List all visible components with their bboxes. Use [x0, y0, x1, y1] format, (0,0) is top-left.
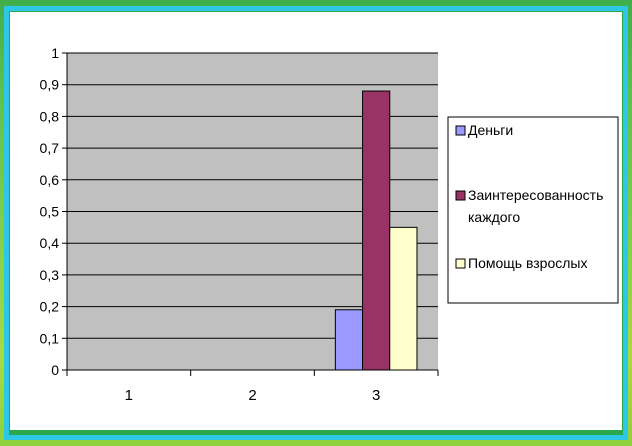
- legend-swatch: [455, 258, 466, 269]
- y-tick-label: 0,4: [40, 235, 60, 251]
- legend: [447, 116, 619, 304]
- y-tick-label: 0,5: [40, 204, 60, 220]
- y-tick-label: 0: [51, 362, 59, 378]
- legend-label: Заинтересованность: [468, 187, 603, 203]
- bar: [362, 90, 391, 371]
- bar: [334, 309, 364, 371]
- y-tick-label: 0,3: [40, 267, 60, 283]
- legend-swatch: [455, 190, 466, 201]
- x-tick-label: 1: [125, 387, 133, 404]
- y-tick-label: 0,9: [40, 77, 60, 93]
- x-tick-label: 2: [248, 387, 256, 404]
- y-tick-label: 0,2: [40, 299, 60, 315]
- legend-label: Деньги: [468, 122, 513, 138]
- x-tick-label: 3: [372, 387, 380, 404]
- legend-label: каждого: [468, 209, 520, 225]
- bar: [389, 226, 418, 371]
- legend-swatch: [455, 125, 466, 136]
- y-tick-label: 1: [51, 45, 59, 61]
- y-tick-label: 0,1: [40, 330, 60, 346]
- bar-chart: 0 0,1 0,2 0,3 0,4 0,5 0,6 0,7 0,8 0,9 1 1 2 3 Деньги За…: [40, 45, 619, 404]
- y-tick-label: 0,6: [40, 172, 60, 188]
- chart-area: 0 0,1 0,2 0,3 0,4 0,5 0,6 0,7 0,8 0,9 1 1 2 3 Деньги За…: [10, 12, 622, 430]
- y-tick-label: 0,8: [40, 108, 60, 124]
- legend-label: Помощь взрослых: [468, 255, 587, 271]
- y-tick-label: 0,7: [40, 140, 60, 156]
